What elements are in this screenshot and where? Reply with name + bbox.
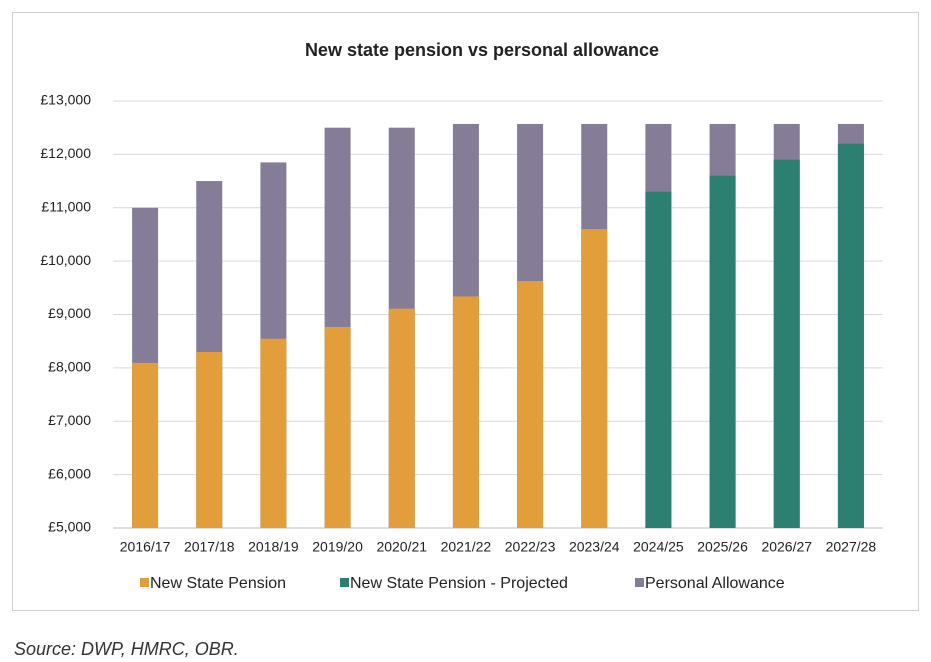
bar [324, 326, 351, 528]
x-tick-label: 2018/19 [248, 539, 299, 555]
y-tick-label: £10,000 [40, 252, 91, 268]
x-tick-label: 2017/18 [184, 539, 235, 555]
bar [388, 308, 415, 528]
y-tick-label: £8,000 [48, 359, 91, 375]
x-tick-label: 2019/20 [312, 539, 363, 555]
x-tick-label: 2024/25 [633, 539, 684, 555]
bar [452, 296, 479, 528]
bar [196, 352, 223, 528]
y-tick-label: £13,000 [40, 92, 91, 108]
legend-label: New State Pension [150, 575, 286, 592]
x-tick-label: 2026/27 [761, 539, 812, 555]
bar [773, 159, 800, 528]
legend-label: Personal Allowance [645, 575, 785, 592]
y-tick-label: £7,000 [48, 412, 91, 428]
x-tick-label: 2016/17 [120, 539, 171, 555]
y-tick-label: £11,000 [41, 198, 91, 214]
legend-label: New State Pension - Projected [350, 575, 568, 592]
bar [132, 362, 159, 528]
y-tick-label: £6,000 [48, 465, 91, 481]
bar [260, 338, 287, 528]
x-tick-label: 2027/28 [826, 539, 877, 555]
bar [517, 280, 544, 528]
y-tick-label: £5,000 [48, 519, 91, 535]
x-tick-label: 2022/23 [505, 539, 556, 555]
source-note: Source: DWP, HMRC, OBR. [14, 639, 239, 659]
bar [645, 191, 672, 529]
legend-swatch [635, 578, 644, 587]
bar [581, 229, 608, 528]
y-tick-label: £9,000 [48, 305, 91, 321]
y-tick-label: £12,000 [40, 145, 91, 161]
bar [709, 175, 736, 528]
legend-swatch [140, 578, 149, 587]
x-tick-label: 2025/26 [697, 539, 748, 555]
chart-title: New state pension vs personal allowance [305, 40, 659, 60]
x-tick-label: 2020/21 [376, 539, 427, 555]
x-tick-label: 2021/22 [441, 539, 492, 555]
bar [837, 143, 864, 528]
x-tick-label: 2023/24 [569, 539, 620, 555]
legend-swatch [340, 578, 349, 587]
